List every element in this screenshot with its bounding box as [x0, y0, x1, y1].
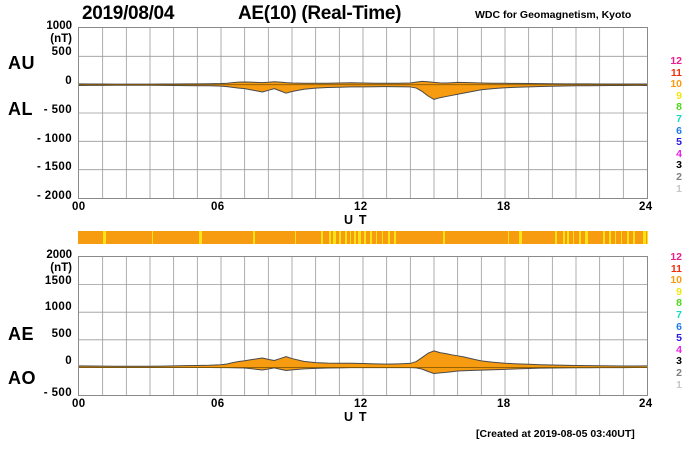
activity-tick: [443, 231, 446, 244]
header-date: 2019/08/04: [82, 3, 174, 25]
panel-au-al: [78, 27, 648, 199]
activity-tick: [609, 231, 611, 244]
bot-xaxis-title: U T: [344, 410, 368, 424]
activity-tick: [585, 231, 588, 244]
activity-tick: [555, 231, 557, 244]
activity-tick: [573, 231, 574, 244]
bot-xtick-00: 00: [72, 398, 86, 410]
activity-tick: [103, 231, 106, 244]
label-al: AL: [8, 99, 33, 120]
activity-tick: [603, 231, 606, 244]
activity-tick: [321, 231, 323, 244]
plot-page: 2019/08/04 AE(10) (Real-Time) WDC for Ge…: [0, 0, 700, 450]
label-ao: AO: [8, 368, 36, 389]
legend-bottom: 12 11 10 9 8 7 6 5 4 3 2 1: [658, 252, 682, 391]
activity-tick: [621, 231, 622, 244]
top-xtick-12: 12: [354, 201, 368, 213]
top-ytick-n1000: - 1000: [20, 133, 72, 145]
activity-tick: [394, 231, 397, 244]
panel-ae-ao: [78, 256, 648, 396]
activity-tick: [339, 231, 341, 244]
activity-tick: [329, 231, 332, 244]
top-xtick-18: 18: [497, 201, 511, 213]
label-au: AU: [8, 53, 35, 74]
bot-ytick-2000: 2000: [20, 249, 72, 261]
top-xaxis-title: U T: [344, 213, 368, 227]
activity-tick: [508, 231, 509, 244]
top-ytick-1000: 1000: [20, 20, 72, 32]
legend-item-1: 1: [658, 184, 682, 196]
activity-tick: [333, 231, 336, 244]
top-xtick-00: 00: [72, 201, 86, 213]
bot-ytick-1000: 1000: [20, 301, 72, 313]
bot-unit-label: (nT): [20, 262, 72, 274]
top-unit-label: (nT): [20, 33, 72, 45]
activity-tick: [358, 231, 361, 244]
legend-item-12: 12: [658, 252, 682, 264]
legend-item-12: 12: [658, 56, 682, 68]
activity-tick: [579, 231, 581, 244]
activity-tick: [519, 231, 522, 244]
activity-tick: [647, 231, 648, 244]
activity-tick: [643, 231, 646, 244]
activity-tick: [152, 231, 153, 244]
activity-tick: [376, 231, 377, 244]
legend-item-2: 2: [658, 172, 682, 184]
top-ytick-n2000: - 2000: [20, 190, 72, 202]
activity-tick: [295, 231, 296, 244]
activity-tick: [199, 231, 202, 244]
activity-tick: [345, 231, 347, 244]
bot-xtick-06: 06: [211, 398, 225, 410]
legend-item-5: 5: [658, 137, 682, 149]
top-xtick-06: 06: [211, 201, 225, 213]
footer-created: [Created at 2019-08-05 03:40UT]: [476, 428, 635, 440]
legend-item-1: 1: [658, 380, 682, 392]
legend-item-7: 7: [658, 310, 682, 322]
activity-strip: [78, 231, 648, 244]
activity-tick: [364, 231, 366, 244]
activity-tick: [567, 231, 569, 244]
activity-tick: [633, 231, 635, 244]
legend-item-7: 7: [658, 114, 682, 126]
activity-tick: [563, 231, 566, 244]
bot-xtick-12: 12: [354, 398, 368, 410]
top-xtick-24: 24: [639, 201, 653, 213]
bot-ytick-0: 0: [20, 355, 72, 367]
page-title: AE(10) (Real-Time): [238, 3, 401, 25]
activity-tick: [388, 231, 390, 244]
legend-item-5: 5: [658, 333, 682, 345]
activity-tick: [350, 231, 351, 244]
bot-xtick-18: 18: [497, 398, 511, 410]
activity-tick: [370, 231, 372, 244]
activity-tick: [382, 231, 383, 244]
label-ae: AE: [8, 324, 34, 345]
header-credit: WDC for Geomagnetism, Kyoto: [475, 9, 631, 21]
legend-top: 12 11 10 9 8 7 6 5 4 3 2 1: [658, 56, 682, 195]
activity-tick: [354, 231, 356, 244]
activity-tick: [253, 231, 256, 244]
legend-item-2: 2: [658, 368, 682, 380]
bot-xtick-24: 24: [639, 398, 653, 410]
activity-tick: [615, 231, 617, 244]
top-ytick-0: 0: [20, 75, 72, 87]
activity-tick: [627, 231, 630, 244]
top-ytick-n1500: - 1500: [20, 161, 72, 173]
bot-ytick-1500: 1500: [20, 275, 72, 287]
